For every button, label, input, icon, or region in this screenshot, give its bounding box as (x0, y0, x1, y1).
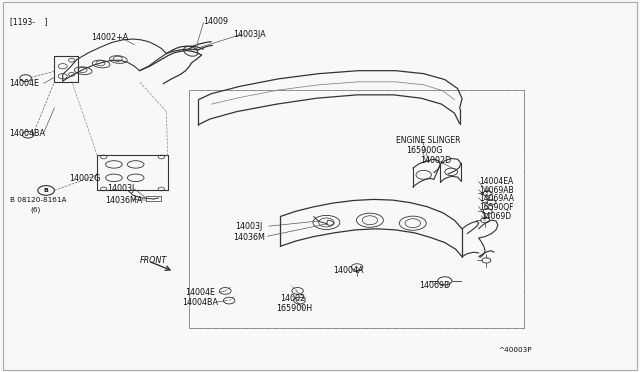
Text: 14069D: 14069D (419, 281, 451, 290)
Text: FRONT: FRONT (140, 256, 167, 265)
Text: (6): (6) (31, 207, 41, 214)
Text: 14069D: 14069D (481, 212, 511, 221)
Text: 14003JA: 14003JA (234, 30, 266, 39)
Text: 14069AB: 14069AB (479, 186, 513, 195)
Text: 14036M: 14036M (234, 233, 266, 242)
Text: 165900G: 165900G (406, 146, 443, 155)
Text: [1193-    ]: [1193- ] (10, 17, 47, 26)
Text: B 08120-8161A: B 08120-8161A (10, 197, 66, 203)
Text: 14002D: 14002D (420, 156, 451, 165)
Text: 14004A: 14004A (333, 266, 364, 275)
Text: 14004BA: 14004BA (182, 298, 218, 307)
Text: 14004E: 14004E (186, 288, 216, 296)
Text: B: B (44, 188, 49, 193)
Text: 165900H: 165900H (276, 304, 312, 313)
Text: 14004BA: 14004BA (10, 129, 45, 138)
Text: 14004EA: 14004EA (479, 177, 513, 186)
Text: 14069AA: 14069AA (479, 194, 514, 203)
Text: 16590QF: 16590QF (479, 203, 513, 212)
Text: 14009: 14009 (204, 17, 228, 26)
Text: 14002G: 14002G (69, 174, 100, 183)
Text: 14036MA: 14036MA (106, 196, 143, 205)
Text: ENGINE SLINGER: ENGINE SLINGER (396, 136, 460, 145)
Text: 14003J: 14003J (108, 185, 135, 193)
Text: 14003J: 14003J (236, 222, 263, 231)
Text: 14002: 14002 (280, 294, 305, 303)
Text: ^40003P: ^40003P (498, 347, 532, 353)
Text: 14002+A: 14002+A (91, 33, 128, 42)
Text: 14004E: 14004E (10, 79, 40, 88)
